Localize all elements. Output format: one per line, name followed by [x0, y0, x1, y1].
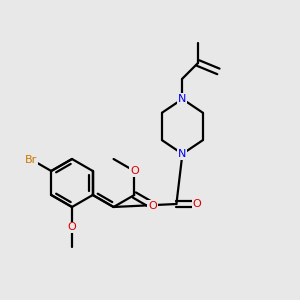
Text: O: O [130, 166, 139, 176]
Text: N: N [178, 94, 187, 104]
Text: N: N [178, 149, 187, 159]
Text: O: O [192, 199, 201, 209]
Text: O: O [68, 222, 76, 233]
Text: Br: Br [25, 155, 37, 165]
Text: O: O [148, 201, 157, 211]
